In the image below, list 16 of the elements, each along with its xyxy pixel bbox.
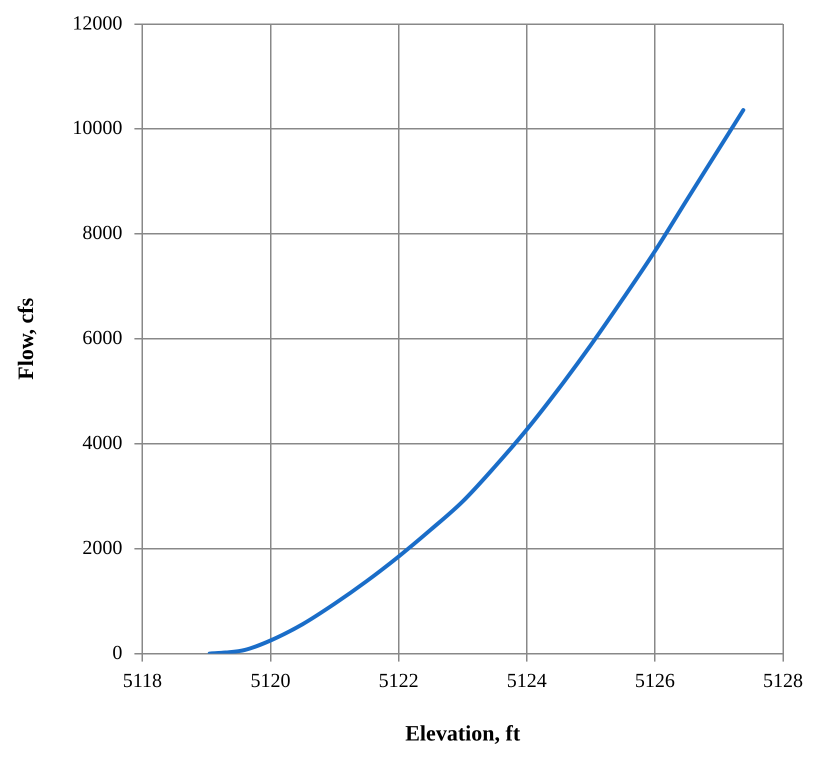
y-tick-label: 2000 <box>82 536 122 559</box>
x-tick-label: 5128 <box>763 670 803 692</box>
line-series <box>208 108 746 654</box>
x-tick-label: 5124 <box>506 670 547 692</box>
x-axis-title: Elevation, ft <box>405 720 521 746</box>
x-tick-label: 5122 <box>378 670 419 692</box>
y-axis-title: Flow, cfs <box>12 297 38 380</box>
x-tick-label: 5120 <box>250 670 291 692</box>
y-tick-label: 0 <box>112 642 122 664</box>
x-tick-label: 5126 <box>634 670 675 692</box>
y-tick-label: 8000 <box>82 222 122 244</box>
y-tick-label: 10000 <box>72 117 122 140</box>
y-tick-label: 4000 <box>82 432 122 454</box>
x-tick-label: 5118 <box>122 670 162 692</box>
y-tick-label: 12000 <box>72 12 122 34</box>
y-tick-label: 6000 <box>82 327 122 350</box>
